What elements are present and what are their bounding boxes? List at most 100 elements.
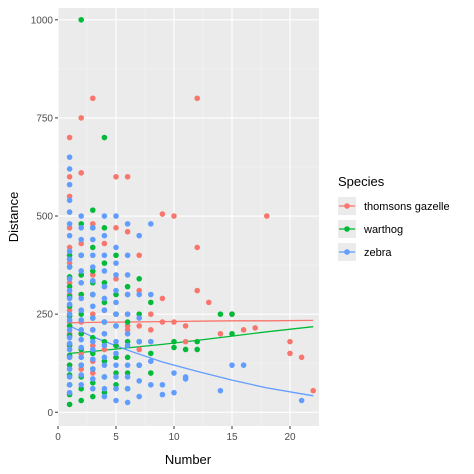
data-point-warthog bbox=[78, 221, 84, 227]
data-point-thomsons-gazelle bbox=[240, 327, 247, 333]
data-point-thomsons-gazelle bbox=[66, 224, 73, 231]
legend-label-thomsons-gazelle: thomsons gazelle bbox=[364, 201, 450, 213]
data-point-zebra bbox=[113, 311, 119, 317]
data-point-thomsons-gazelle bbox=[171, 213, 177, 219]
data-point-zebra bbox=[90, 315, 96, 321]
data-point-thomsons-gazelle bbox=[78, 170, 84, 176]
data-point-thomsons-gazelle bbox=[113, 224, 119, 231]
data-point-zebra bbox=[113, 397, 119, 404]
data-point-zebra bbox=[66, 366, 73, 372]
data-point-thomsons-gazelle bbox=[148, 327, 154, 333]
legend-point-warthog bbox=[344, 226, 350, 232]
data-point-thomsons-gazelle bbox=[90, 342, 96, 349]
data-point-zebra bbox=[90, 327, 96, 333]
data-point-zebra bbox=[101, 252, 108, 259]
data-point-zebra bbox=[124, 221, 131, 227]
trend-lines bbox=[69, 319, 314, 397]
y-tick-label: 1000 bbox=[31, 15, 54, 26]
data-point-zebra bbox=[90, 366, 96, 372]
data-point-zebra bbox=[78, 307, 84, 314]
data-point-zebra bbox=[78, 224, 84, 231]
data-point-zebra bbox=[90, 252, 96, 259]
data-point-zebra bbox=[78, 354, 84, 361]
data-point-warthog bbox=[78, 385, 84, 392]
data-point-thomsons-gazelle bbox=[66, 244, 73, 251]
data-point-zebra bbox=[136, 362, 142, 368]
x-tick-label: 5 bbox=[113, 432, 119, 443]
data-point-thomsons-gazelle bbox=[90, 95, 96, 102]
data-point-warthog bbox=[136, 311, 142, 317]
data-point-thomsons-gazelle bbox=[287, 350, 293, 357]
data-point-thomsons-gazelle bbox=[124, 173, 131, 180]
data-point-zebra bbox=[240, 362, 247, 368]
data-point-zebra bbox=[90, 264, 96, 270]
data-point-thomsons-gazelle bbox=[90, 272, 96, 278]
data-point-thomsons-gazelle bbox=[136, 346, 142, 353]
data-point-thomsons-gazelle bbox=[136, 287, 142, 294]
data-point-zebra bbox=[101, 393, 108, 400]
data-point-warthog bbox=[101, 299, 108, 306]
data-point-zebra bbox=[113, 299, 119, 306]
legend-point-thomsons-gazelle bbox=[344, 203, 350, 209]
data-point-zebra bbox=[90, 303, 96, 310]
data-point-zebra bbox=[124, 311, 131, 317]
data-point-thomsons-gazelle bbox=[159, 319, 166, 325]
data-point-zebra bbox=[66, 248, 73, 255]
data-point-zebra bbox=[90, 376, 96, 382]
data-point-thomsons-gazelle bbox=[101, 346, 108, 353]
legend-label-warthog: warthog bbox=[363, 224, 403, 236]
data-point-zebra bbox=[113, 287, 119, 294]
data-point-warthog bbox=[78, 397, 84, 404]
trend-line-thomsons-gazelle bbox=[69, 319, 314, 324]
data-point-zebra bbox=[66, 256, 73, 262]
data-point-thomsons-gazelle bbox=[298, 354, 305, 361]
data-point-thomsons-gazelle bbox=[90, 221, 96, 227]
data-point-warthog bbox=[78, 330, 84, 337]
data-point-thomsons-gazelle bbox=[136, 252, 142, 259]
data-point-zebra bbox=[101, 268, 108, 274]
data-point-zebra bbox=[101, 232, 108, 239]
data-point-zebra bbox=[66, 327, 73, 333]
data-point-zebra bbox=[90, 236, 96, 243]
data-point-zebra bbox=[66, 374, 73, 380]
data-point-zebra bbox=[182, 376, 189, 382]
data-point-zebra bbox=[78, 362, 84, 368]
data-point-zebra bbox=[113, 323, 119, 329]
data-point-warthog bbox=[124, 283, 131, 290]
data-point-thomsons-gazelle bbox=[252, 325, 258, 331]
data-point-warthog bbox=[66, 323, 73, 329]
data-point-zebra bbox=[66, 354, 73, 361]
data-point-warthog bbox=[113, 291, 119, 298]
legend-label-zebra: zebra bbox=[364, 247, 392, 259]
data-point-thomsons-gazelle bbox=[124, 228, 131, 235]
data-point-zebra bbox=[78, 268, 84, 274]
data-point-warthog bbox=[101, 224, 108, 231]
x-tick-label: 10 bbox=[168, 432, 180, 443]
data-point-warthog bbox=[78, 272, 84, 278]
data-point-warthog bbox=[113, 381, 119, 388]
data-point-zebra bbox=[124, 342, 131, 349]
data-point-zebra bbox=[159, 391, 166, 398]
data-point-thomsons-gazelle bbox=[310, 387, 317, 394]
data-point-warthog bbox=[90, 244, 96, 251]
data-point-warthog bbox=[136, 276, 142, 282]
data-point-zebra bbox=[113, 362, 119, 368]
data-point-warthog bbox=[229, 330, 235, 337]
data-point-zebra bbox=[66, 166, 73, 172]
data-point-zebra bbox=[78, 336, 84, 343]
data-point-zebra bbox=[66, 311, 73, 317]
data-point-zebra bbox=[124, 374, 131, 380]
data-point-zebra bbox=[101, 354, 108, 361]
data-point-thomsons-gazelle bbox=[194, 95, 200, 102]
data-point-thomsons-gazelle bbox=[78, 366, 84, 372]
data-point-warthog bbox=[113, 354, 119, 361]
data-point-zebra bbox=[90, 291, 96, 298]
data-point-zebra bbox=[66, 381, 73, 388]
data-point-zebra bbox=[136, 315, 142, 321]
data-point-warthog bbox=[194, 346, 200, 353]
data-points bbox=[66, 16, 317, 408]
data-point-zebra bbox=[66, 276, 73, 282]
data-point-zebra bbox=[124, 272, 131, 278]
data-point-warthog bbox=[217, 311, 224, 317]
data-point-thomsons-gazelle bbox=[182, 338, 189, 345]
